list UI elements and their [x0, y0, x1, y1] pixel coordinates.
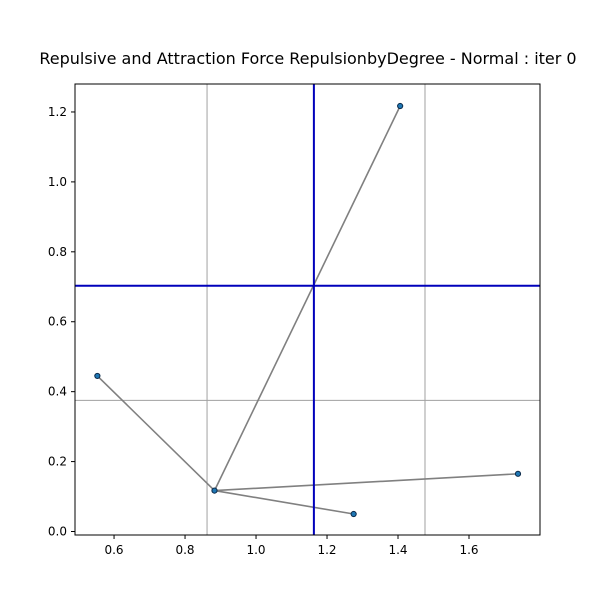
y-tick-label: 0.4 [48, 385, 67, 399]
graph-node [94, 372, 101, 380]
graph-edge [213, 105, 401, 491]
x-tick-label: 1.2 [317, 543, 336, 557]
x-tick-label: 1.6 [459, 543, 478, 557]
y-tick-label: 0.2 [48, 455, 67, 469]
graph-edge [96, 375, 216, 492]
graph-node [514, 470, 522, 477]
plot-area: 0.6 0.8 1.0 1.2 1.4 1.6 0.0 0.2 0.4 0.6 0.8 1.0 1.2 [48, 83, 541, 557]
x-tick-label: 1.0 [246, 543, 265, 557]
y-tick-label: 1.2 [48, 105, 67, 119]
graph-edge [214, 489, 354, 515]
axes-frame [74, 83, 541, 536]
graph-node [397, 102, 404, 110]
chart-title: Repulsive and Attraction Force Repulsion… [39, 49, 576, 68]
y-tick-label: 0.8 [48, 245, 67, 259]
x-tick-label: 1.4 [388, 543, 407, 557]
y-tick-label: 0.6 [48, 315, 67, 329]
graph-edge [214, 473, 519, 492]
graph-node [350, 510, 357, 518]
x-tick-label: 0.8 [175, 543, 194, 557]
y-tick-label: 0.0 [48, 525, 67, 539]
x-tick-label: 0.6 [104, 543, 123, 557]
y-tick-label: 1.0 [48, 175, 67, 189]
graph-node [211, 487, 218, 494]
